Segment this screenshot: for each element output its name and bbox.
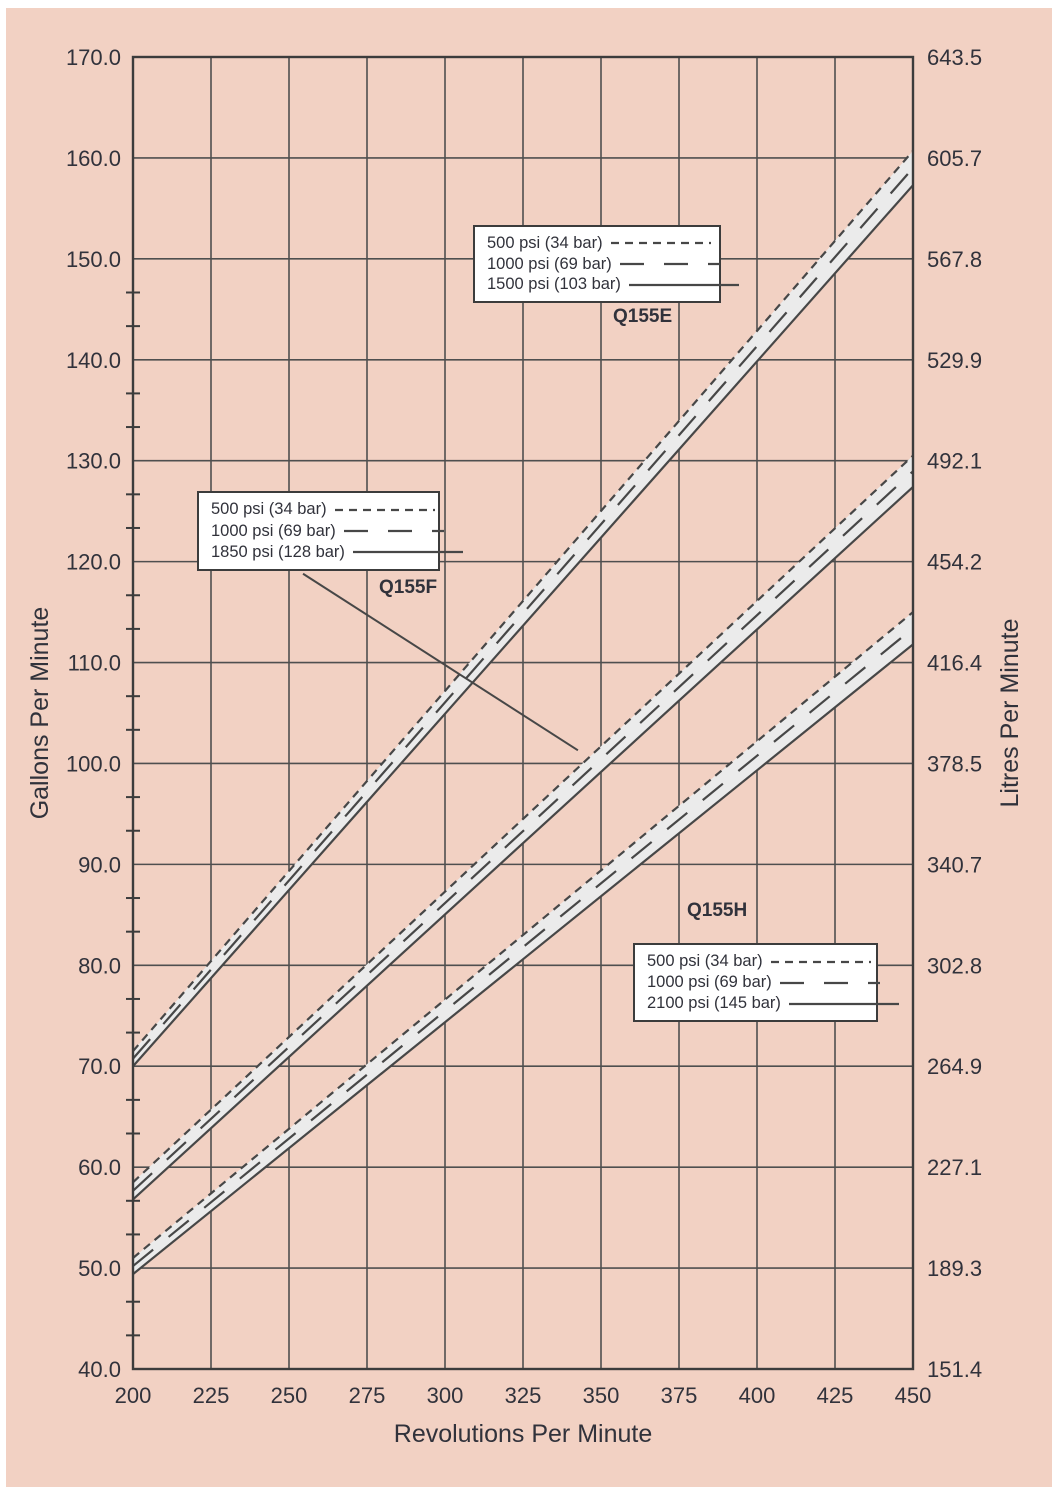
x-axis-tick-label: 325 — [505, 1383, 542, 1408]
right-axis-tick-label: 340.7 — [927, 852, 982, 877]
x-axis-tick-label: 425 — [817, 1383, 854, 1408]
right-axis-tick-label: 529.9 — [927, 348, 982, 373]
legend-row: 500 psi (34 bar) — [635, 952, 876, 971]
legend-pressure-label: 1500 psi (103 bar) — [487, 275, 621, 294]
flow-bands-layer — [132, 150, 914, 1275]
legend-line-sample-dash — [610, 242, 711, 245]
legend-q155h: 500 psi (34 bar) 1000 psi (69 bar) 2100 ps… — [633, 943, 899, 1022]
right-axis-tick-label: 302.8 — [927, 953, 982, 978]
legend-pressure-label: 500 psi (34 bar) — [211, 500, 327, 519]
right-axis-tick-label: 605.7 — [927, 146, 982, 171]
legend-line-sample-solid — [628, 283, 739, 286]
legend-row: 1000 psi (69 bar) — [475, 254, 720, 274]
left-axis-tick-label: 60.0 — [78, 1155, 121, 1180]
legend-line-sample-solid — [788, 1002, 899, 1005]
legend-pressure-label: 500 psi (34 bar) — [487, 233, 603, 252]
left-axis-tick-label: 170.0 — [66, 45, 121, 70]
legend-row: 1500 psi (103 bar) — [475, 275, 739, 294]
right-axis-tick-label: 567.8 — [927, 247, 982, 272]
left-axis-tick-label: 110.0 — [68, 651, 121, 676]
right-axis-tick-label: 264.9 — [927, 1054, 982, 1079]
legend-row: 1850 psi (128 bar) — [199, 542, 463, 562]
x-axis-tick-label: 450 — [895, 1383, 932, 1408]
left-axis-tick-label: 160.0 — [66, 146, 121, 171]
legend-pressure-label: 1850 psi (128 bar) — [211, 542, 345, 561]
legend-pressure-label: 500 psi (34 bar) — [647, 952, 763, 970]
legend-row: 500 psi (34 bar) — [475, 234, 719, 253]
x-axis-tick-label: 300 — [427, 1383, 464, 1408]
left-axis-tick-label: 150.0 — [66, 247, 121, 272]
annotation-layer — [302, 572, 579, 752]
legend-q155e: 500 psi (34 bar) 1000 psi (69 bar) 1500 ps… — [473, 225, 739, 303]
legend-line-sample-solid — [352, 551, 463, 554]
pressure-line-q155f — [132, 470, 914, 1192]
x-axis-tick-label: 400 — [739, 1383, 776, 1408]
x-axis-tick-label: 200 — [115, 1383, 152, 1408]
x-axis-tick-label: 250 — [271, 1383, 308, 1408]
legend-q155f: 500 psi (34 bar) 1000 psi (69 bar) 1850 ps… — [197, 491, 463, 571]
x-axis-title: Revolutions Per Minute — [394, 1420, 652, 1448]
left-axis-tick-label: 40.0 — [78, 1357, 121, 1382]
right-axis-tick-label: 189.3 — [927, 1256, 982, 1281]
left-axis-tick-label: 90.0 — [78, 852, 121, 877]
right-axis-tick-label: 454.2 — [927, 550, 982, 575]
legend-row: 2100 psi (145 bar) — [635, 994, 899, 1013]
right-axis-tick-label: 416.4 — [927, 651, 982, 676]
legend-line-sample-longdash — [779, 981, 880, 984]
pressure-line-q155h — [132, 627, 914, 1267]
left-axis-tick-label: 70.0 — [78, 1054, 121, 1079]
legend-row: 500 psi (34 bar) — [199, 500, 438, 519]
legend-line-sample-dash — [334, 508, 435, 511]
legend-callout-line — [302, 572, 579, 752]
left-axis-tick-label: 120.0 — [66, 550, 121, 575]
minor-tick-layer — [126, 291, 140, 1337]
right-axis-tick-label: 643.5 — [927, 45, 982, 70]
legend-line-sample-longdash — [619, 262, 720, 266]
right-axis-title: Litres Per Minute — [996, 619, 1024, 808]
right-axis-tick-label: 492.1 — [927, 449, 982, 474]
pressure-line-q155f — [132, 454, 914, 1184]
left-axis-tick-label: 80.0 — [78, 953, 121, 978]
legend-row: 1000 psi (69 bar) — [199, 521, 444, 541]
left-axis-title: Gallons Per Minute — [26, 607, 54, 820]
x-axis-tick-label: 225 — [193, 1383, 230, 1408]
x-axis-tick-label: 375 — [661, 1383, 698, 1408]
legend-pressure-label: 1000 psi (69 bar) — [211, 521, 336, 540]
plot-frame-layer — [131, 55, 915, 1371]
legend-line-sample-longdash — [343, 529, 444, 533]
pump-label-q155e: Q155E — [613, 306, 673, 327]
legend-pressure-label: 1000 psi (69 bar) — [647, 973, 772, 991]
right-axis-tick-label: 151.4 — [927, 1357, 982, 1382]
pressure-line-q155h — [132, 643, 914, 1275]
right-axis-tick-label: 378.5 — [927, 751, 982, 776]
left-axis-tick-label: 100.0 — [66, 751, 121, 776]
pressure-line-q155e — [132, 150, 914, 1052]
legend-row: 1000 psi (69 bar) — [635, 973, 880, 992]
legend-line-sample-dash — [770, 960, 871, 963]
flow-band-q155h — [133, 612, 913, 1275]
pump-label-q155h: Q155H — [687, 900, 748, 921]
flow-band-q155f — [133, 455, 913, 1200]
legend-pressure-label: 1000 psi (69 bar) — [487, 254, 612, 273]
plot-border — [131, 55, 915, 1371]
legend-pressure-label: 2100 psi (145 bar) — [647, 994, 781, 1012]
pressure-line-q155f — [132, 486, 914, 1201]
pressure-line-q155e — [132, 167, 914, 1060]
x-axis-tick-label: 275 — [349, 1383, 386, 1408]
pump-label-q155f: Q155F — [379, 577, 438, 598]
x-axis-tick-label: 350 — [583, 1383, 620, 1408]
pressure-line-q155e — [132, 184, 914, 1067]
tick-label-layer: 170.0 643.5 160.0 605.7 150.0 567.8 140.0 529.9… — [66, 45, 982, 1408]
left-axis-tick-label: 130.0 — [66, 449, 121, 474]
left-axis-tick-label: 50.0 — [78, 1256, 121, 1281]
right-axis-tick-label: 227.1 — [927, 1155, 982, 1180]
pressure-line-q155h — [132, 611, 914, 1259]
left-axis-tick-label: 140.0 — [66, 348, 121, 373]
